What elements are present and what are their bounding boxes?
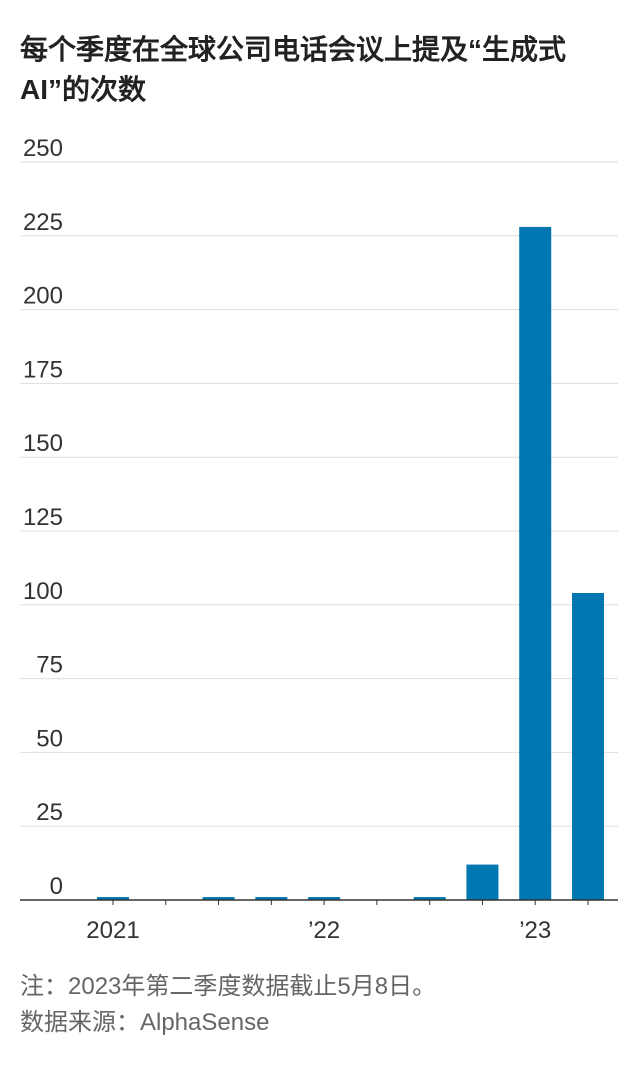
- x-tick-label: 2021: [86, 917, 139, 944]
- y-tick-label: 200: [23, 283, 63, 310]
- note: 注：2023年第二季度数据截止5月8日。: [20, 973, 437, 1000]
- bar: [519, 226, 552, 901]
- y-tick-label: 50: [36, 725, 63, 752]
- bar: [97, 897, 129, 900]
- y-tick-label: 25: [36, 799, 63, 826]
- chart-title: 每个季度在全球公司电话会议上提及“生成式AI”的次数: [20, 34, 567, 105]
- y-tick-label: 100: [23, 578, 63, 605]
- x-tick-label: ’22: [308, 917, 340, 944]
- chart: 0 25 50 75 100 125 150 175 200 225 250 2021 ’22 ’23: [20, 135, 618, 944]
- y-tick-label: 0: [50, 873, 63, 900]
- x-tick-label: ’23: [519, 917, 551, 944]
- y-tick-label: 125: [23, 504, 63, 531]
- bar: [572, 592, 604, 900]
- source: 数据来源：AlphaSense: [20, 1009, 270, 1036]
- bar: [466, 864, 499, 900]
- bar: [308, 897, 341, 900]
- bar: [413, 897, 446, 900]
- bar: [255, 897, 288, 900]
- y-tick-label: 225: [23, 209, 63, 236]
- y-tick-label: 150: [23, 430, 63, 457]
- bar: [202, 897, 235, 900]
- y-tick-label: 75: [36, 652, 63, 679]
- y-tick-label: 250: [23, 135, 63, 162]
- y-tick-label: 175: [23, 356, 63, 383]
